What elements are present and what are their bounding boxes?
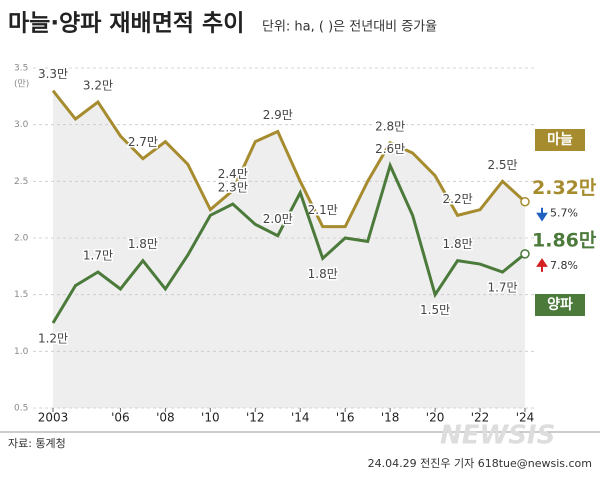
- change-label: 7.8%: [550, 259, 578, 272]
- value-label: 2.5만: [487, 158, 517, 172]
- end-value-label: 1.86만: [532, 229, 597, 251]
- legend-box: [535, 129, 585, 151]
- x-tick-label: '08: [156, 411, 175, 425]
- x-tick-label: 2003: [38, 411, 69, 425]
- change-arrow: [536, 258, 548, 272]
- subtitle: 단위: ha, ( )은 전년대비 증가율: [262, 20, 437, 35]
- credit: 24.04.29 전진우 기자 618tue@newsis.com: [368, 457, 592, 470]
- y-tick-label: 1.0: [14, 347, 29, 357]
- x-tick-label: '24: [516, 411, 535, 425]
- value-label: 1.8만: [308, 267, 338, 281]
- value-label: 3.2만: [83, 79, 113, 93]
- value-label: 1.2만: [38, 332, 68, 346]
- change-arrow: [536, 207, 548, 222]
- line: [51, 89, 527, 229]
- end-marker: [520, 249, 530, 259]
- value-label: 1.7만: [487, 281, 517, 295]
- area: [53, 90, 525, 409]
- value-label: 2.4만: [218, 167, 248, 181]
- legend-label: 마늘: [547, 132, 573, 148]
- value-label: 2.1만: [308, 203, 338, 217]
- x-tick-label: '20: [426, 411, 445, 425]
- value-label: 1.5만: [420, 303, 450, 317]
- line: [51, 161, 526, 324]
- x-tick-label: '12: [246, 411, 265, 425]
- x-tick-label: '10: [201, 411, 220, 425]
- watermark: NEWSIS: [440, 421, 555, 451]
- y-tick-label: 2.0: [14, 234, 29, 244]
- y-axis-label: (만): [14, 79, 29, 90]
- value-label: 3.3만: [38, 67, 68, 81]
- value-label: 2.6만: [375, 142, 405, 156]
- value-label: 1.8만: [443, 237, 473, 251]
- value-label: 2.8만: [375, 119, 405, 133]
- end-marker: [520, 196, 530, 207]
- value-label: 2.7만: [128, 135, 158, 149]
- x-tick-label: '06: [111, 411, 130, 425]
- value-label: 2.2만: [443, 192, 473, 206]
- legend-label: 양파: [547, 297, 573, 313]
- x-tick-label: '22: [471, 411, 490, 425]
- value-label: 2.0만: [263, 212, 293, 226]
- value-label: 2.3만: [218, 181, 248, 195]
- end-value-label: 2.32만: [532, 177, 597, 199]
- value-label: 1.7만: [83, 249, 113, 263]
- value-label: 2.9만: [263, 108, 293, 122]
- y-tick-label: 3.0: [14, 120, 29, 130]
- y-tick-label: 2.5: [14, 177, 28, 187]
- y-tick-label: 0.5: [14, 404, 28, 414]
- x-tick-label: '14: [291, 411, 310, 425]
- x-tick-label: '16: [336, 411, 355, 425]
- x-tick-label: '18: [381, 411, 400, 425]
- y-tick-label: 1.5: [14, 290, 28, 300]
- change-label: 5.7%: [550, 207, 578, 220]
- chart-title: 마늘·양파 재배면적 추이: [8, 11, 244, 37]
- y-tick-label: 3.5: [14, 64, 28, 74]
- legend-box: [535, 294, 585, 316]
- value-label: 1.8만: [128, 237, 158, 251]
- source: 자료: 통계청: [8, 437, 66, 450]
